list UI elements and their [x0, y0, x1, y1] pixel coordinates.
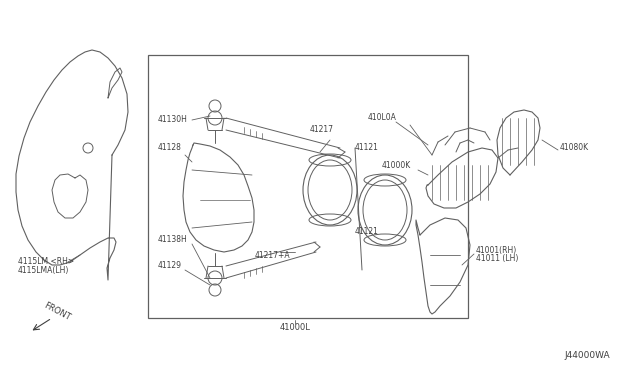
Text: 41217: 41217 — [310, 125, 334, 135]
Text: 41217+A: 41217+A — [255, 250, 291, 260]
Text: 41138H: 41138H — [158, 235, 188, 244]
Text: 41000K: 41000K — [382, 160, 412, 170]
Text: 4115LM <RH>: 4115LM <RH> — [18, 257, 74, 266]
Text: FRONT: FRONT — [42, 301, 72, 323]
Text: 41128: 41128 — [158, 144, 182, 153]
Text: J44000WA: J44000WA — [564, 352, 610, 360]
Text: 410L0A: 410L0A — [368, 113, 397, 122]
Text: 41121: 41121 — [355, 228, 379, 237]
Text: 41129: 41129 — [158, 260, 182, 269]
Text: 41121: 41121 — [355, 144, 379, 153]
Text: 41011 (LH): 41011 (LH) — [476, 253, 518, 263]
Text: 41001(RH): 41001(RH) — [476, 246, 517, 254]
Text: 4115LMA(LH): 4115LMA(LH) — [18, 266, 69, 275]
Bar — [148, 55, 468, 318]
Text: 41130H: 41130H — [158, 115, 188, 125]
Text: 41080K: 41080K — [560, 144, 589, 153]
Text: 41000L: 41000L — [280, 324, 310, 333]
